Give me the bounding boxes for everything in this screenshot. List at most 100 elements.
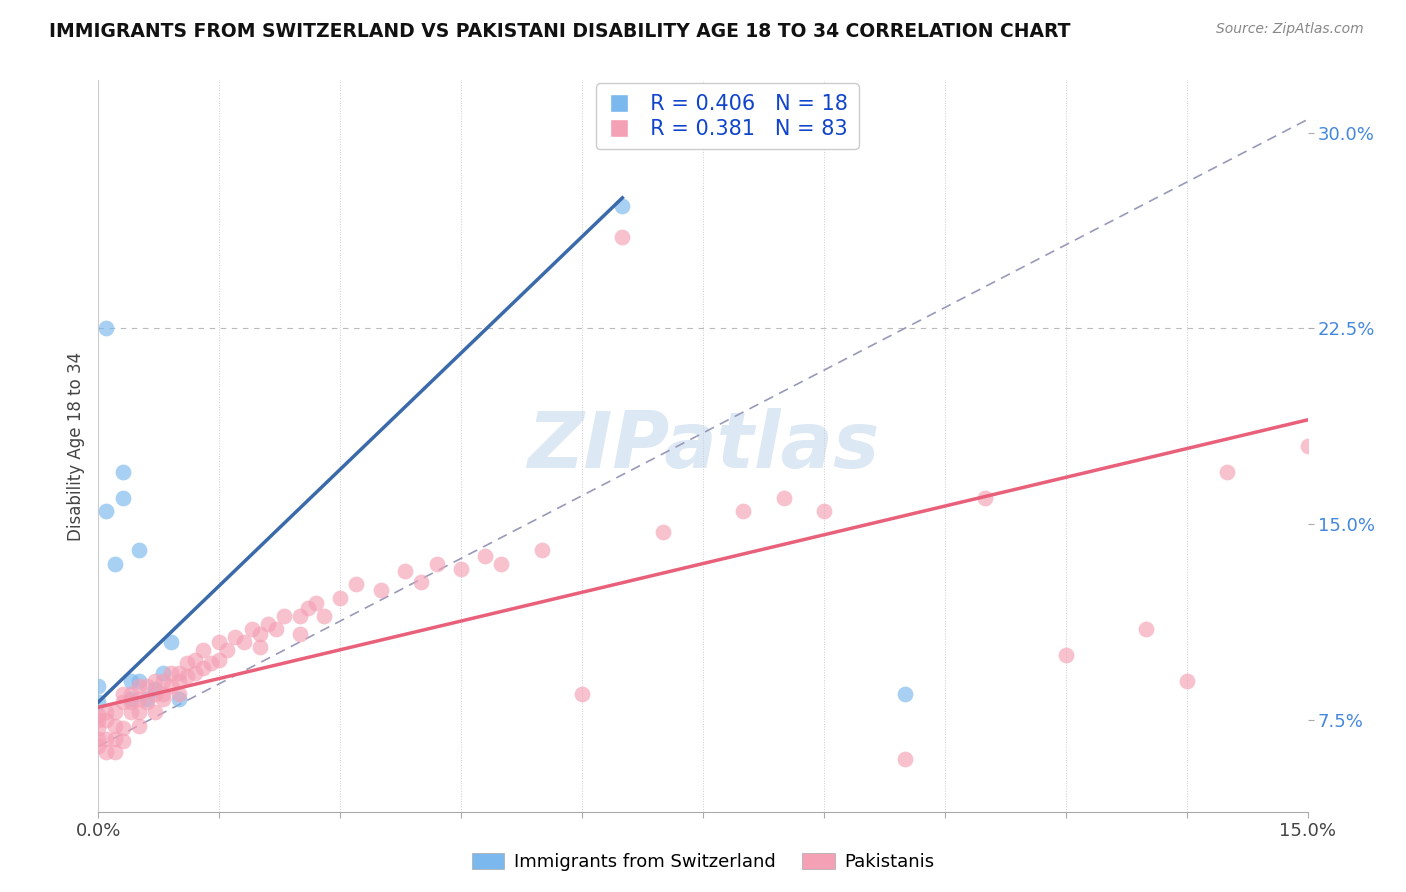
Point (87, 739, 110, 754)
Point (128, 706, 150, 720)
Text: ZIPatlas: ZIPatlas (527, 408, 879, 484)
Point (128, 692, 150, 706)
Point (103, 557, 125, 571)
Point (1135, 622, 1157, 636)
Point (152, 692, 174, 706)
Point (111, 465, 134, 479)
Point (305, 596, 328, 610)
Point (120, 692, 142, 706)
Legend:   R = 0.406   N = 18,   R = 0.381   N = 83: R = 0.406 N = 18, R = 0.381 N = 83 (596, 83, 859, 150)
Point (135, 695, 157, 709)
Point (96, 714, 118, 728)
Point (160, 666, 183, 681)
Point (612, 199, 634, 213)
Point (167, 687, 190, 701)
Point (314, 608, 336, 623)
Point (111, 721, 134, 735)
Point (224, 630, 246, 644)
Point (120, 687, 142, 701)
Point (128, 679, 150, 693)
Point (193, 661, 215, 675)
Point (96, 745, 118, 759)
Y-axis label: Disability Age 18 to 34: Disability Age 18 to 34 (66, 351, 84, 541)
Point (217, 642, 239, 657)
Point (208, 653, 231, 667)
Point (135, 692, 157, 706)
Point (893, 687, 915, 701)
Point (87, 731, 110, 746)
Point (184, 666, 207, 681)
Point (974, 491, 997, 506)
Point (176, 656, 198, 670)
Point (474, 549, 496, 563)
Point (344, 577, 367, 591)
Point (1054, 648, 1077, 662)
Point (256, 616, 278, 631)
Point (813, 504, 835, 518)
Point (167, 666, 190, 681)
Text: IMMIGRANTS FROM SWITZERLAND VS PAKISTANI DISABILITY AGE 18 TO 34 CORRELATION CHA: IMMIGRANTS FROM SWITZERLAND VS PAKISTANI… (49, 22, 1071, 41)
Point (1175, 674, 1198, 689)
Point (167, 692, 190, 706)
Point (193, 642, 215, 657)
Point (571, 687, 593, 701)
Point (370, 582, 392, 597)
Point (152, 687, 174, 701)
Point (96, 731, 118, 746)
Point (120, 695, 142, 709)
Point (96, 321, 118, 335)
Point (184, 653, 207, 667)
Point (143, 674, 166, 689)
Point (87, 708, 110, 723)
Point (96, 504, 118, 518)
Point (103, 731, 125, 746)
Point (651, 525, 673, 540)
Point (96, 706, 118, 720)
Point (297, 601, 319, 615)
Point (103, 706, 125, 720)
Point (128, 718, 150, 732)
Point (111, 687, 134, 701)
Point (426, 557, 449, 571)
Point (87, 679, 110, 693)
Point (288, 627, 311, 641)
Point (111, 491, 134, 506)
Point (143, 687, 166, 701)
Point (249, 627, 271, 641)
Point (491, 557, 513, 571)
Point (394, 565, 416, 579)
Point (772, 491, 794, 506)
Point (143, 706, 166, 720)
Point (135, 679, 157, 693)
Point (530, 543, 553, 558)
Point (87, 714, 110, 728)
Point (264, 622, 287, 636)
Point (87, 695, 110, 709)
Point (103, 718, 125, 732)
Point (288, 608, 311, 623)
Point (120, 674, 142, 689)
Point (152, 674, 174, 689)
Point (143, 681, 166, 696)
Point (409, 574, 432, 589)
Point (450, 562, 472, 576)
Point (176, 669, 198, 683)
Point (128, 543, 150, 558)
Point (1216, 465, 1239, 479)
Text: Source: ZipAtlas.com: Source: ZipAtlas.com (1216, 22, 1364, 37)
Point (240, 622, 263, 636)
Point (200, 656, 222, 670)
Point (232, 635, 254, 649)
Point (208, 635, 231, 649)
Point (1296, 439, 1319, 453)
Point (87, 721, 110, 735)
Point (329, 591, 352, 605)
Point (111, 734, 134, 748)
Point (273, 608, 295, 623)
Point (893, 752, 915, 766)
Point (160, 679, 183, 693)
Point (733, 504, 755, 518)
Point (128, 674, 150, 689)
Point (152, 666, 174, 681)
Point (167, 674, 190, 689)
